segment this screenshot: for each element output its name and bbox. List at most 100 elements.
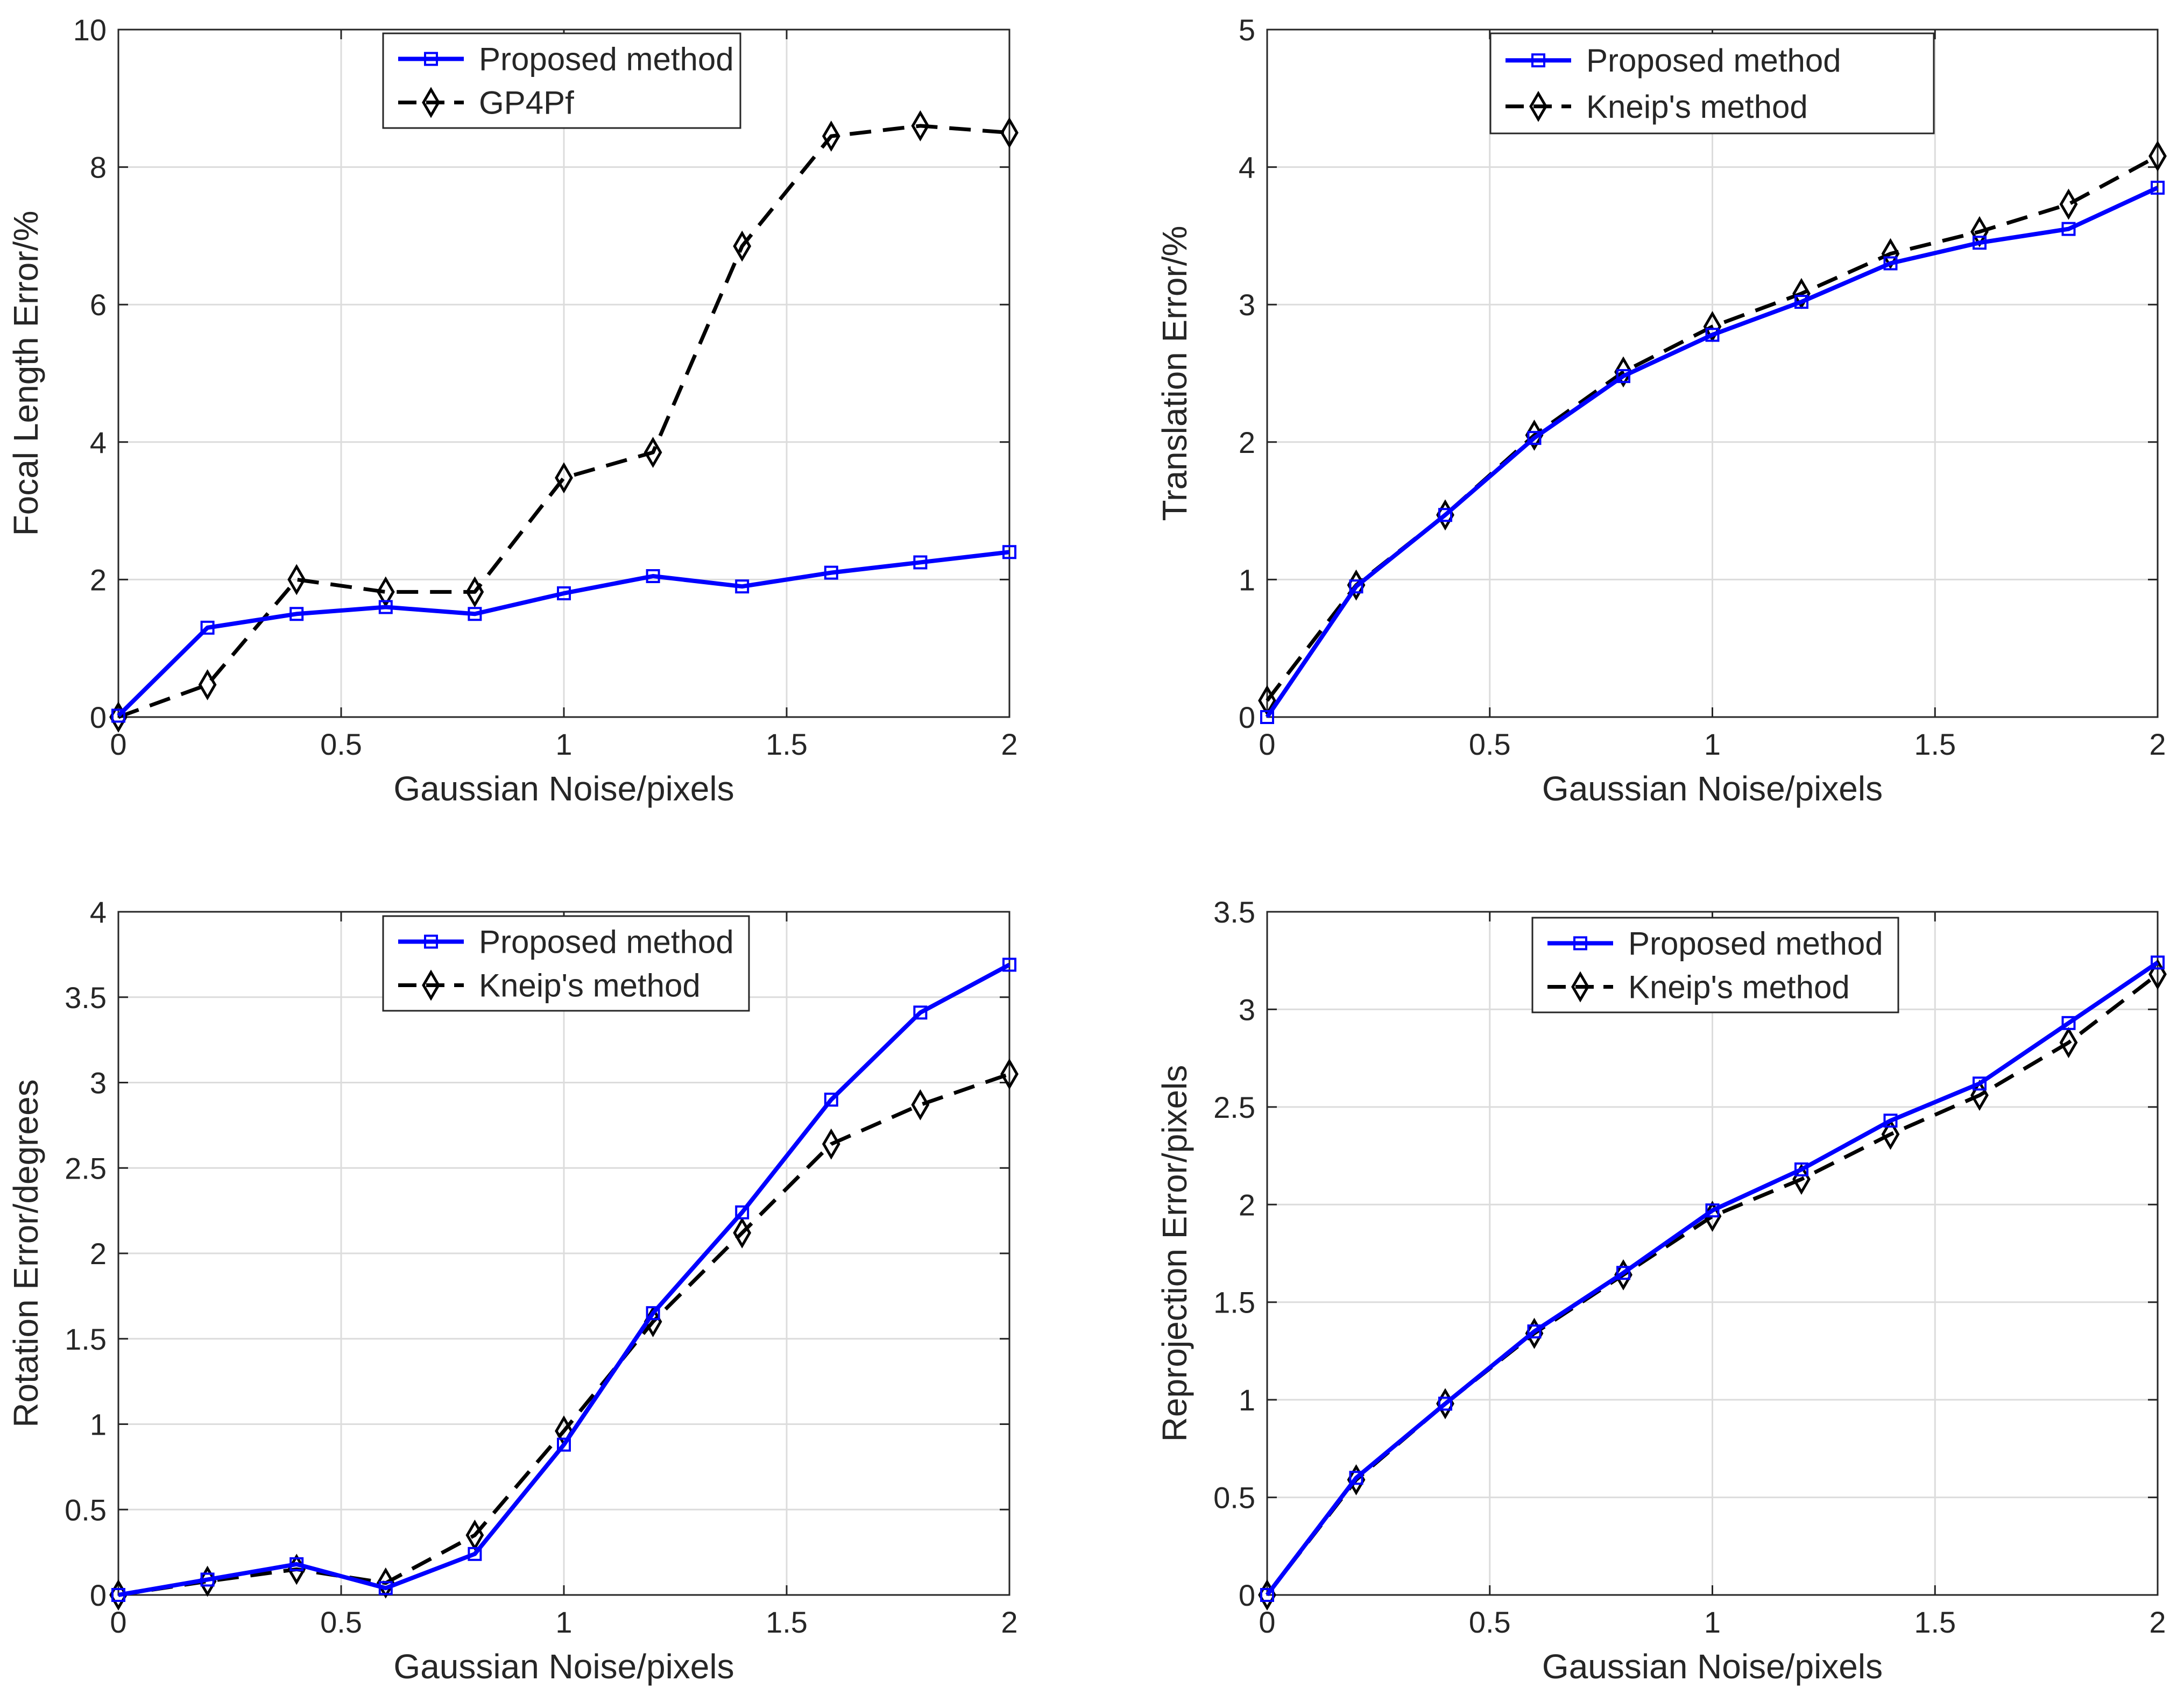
- chart-panel-4: 0 0.5 1 1.5 2 0 0.5 1 1.5 2 2.5 3 3.5 Gaussian Noise/…: [1155, 895, 2167, 1686]
- y-tick-label: 4: [1239, 151, 1255, 185]
- series-line: [1266, 973, 2159, 1597]
- y-axis-label: Focal Length Error/%: [6, 211, 45, 536]
- data-point-marker: [200, 620, 215, 635]
- data-point-marker: [1000, 117, 1019, 148]
- data-point-marker: [1527, 1324, 1542, 1339]
- chart-panel-2: 0 0.5 1 1.5 2 0 1 2 3 4 5 Gaussian Noise/pixels Tran…: [1155, 13, 2167, 808]
- data-point-marker: [376, 1567, 395, 1599]
- y-tick-label: 1.5: [1213, 1286, 1255, 1320]
- data-point-marker: [557, 1437, 571, 1452]
- data-point-marker: [733, 230, 752, 262]
- data-point-marker: [2151, 180, 2165, 195]
- y-tick-label: 2: [1239, 1188, 1255, 1222]
- legend-square-icon: [1531, 53, 1545, 68]
- legend-entry-label: Kneip's method: [479, 967, 701, 1003]
- y-tick-label: 2: [90, 1237, 107, 1271]
- x-tick-label: 1: [555, 1605, 572, 1639]
- series-proposed-method: [111, 545, 1016, 723]
- x-axis-label: Gaussian Noise/pixels: [393, 769, 734, 808]
- y-tick-label: 2.5: [1213, 1090, 1255, 1124]
- data-point-marker: [2061, 222, 2076, 236]
- data-point-marker: [1616, 1266, 1630, 1280]
- data-point-marker: [1616, 369, 1630, 384]
- x-tick-label: 2: [2149, 1605, 2166, 1639]
- legend: Proposed method Kneip's method: [1531, 917, 1899, 1013]
- data-point-marker: [1973, 1076, 1987, 1091]
- data-point-marker: [735, 1205, 750, 1219]
- y-tick-label: 1: [1239, 563, 1255, 597]
- x-tick-label: 0: [110, 1605, 126, 1639]
- data-point-marker: [1881, 1118, 1900, 1150]
- data-point-marker: [1794, 295, 1808, 309]
- data-point-marker: [1438, 508, 1452, 522]
- y-tick-label: 3: [1239, 288, 1255, 322]
- series-line: [1265, 186, 2159, 719]
- x-tick-label: 0: [1259, 1605, 1275, 1639]
- data-point-marker: [913, 555, 928, 570]
- legend-entry-label: Kneip's method: [1586, 89, 1808, 125]
- x-tick-label: 0: [1259, 727, 1275, 761]
- data-point-marker: [557, 586, 571, 600]
- legend-diamond-icon: [422, 87, 440, 118]
- data-point-marker: [911, 1089, 930, 1121]
- y-tick-label: 2: [90, 563, 107, 597]
- data-point-marker: [1438, 1396, 1452, 1411]
- y-tick-label: 8: [90, 151, 107, 185]
- legend-box: [1489, 32, 1935, 134]
- data-point-marker: [111, 1588, 125, 1602]
- data-point-marker: [2148, 140, 2167, 172]
- series-line: [118, 1072, 1010, 1597]
- data-point-marker: [824, 1093, 838, 1107]
- data-point-marker: [1349, 1471, 1363, 1485]
- data-point-marker: [378, 600, 393, 614]
- legend-diamond-icon: [1571, 971, 1589, 1003]
- x-tick-label: 0.5: [1469, 1605, 1511, 1639]
- data-point-marker: [555, 462, 573, 494]
- y-tick-label: 10: [73, 13, 107, 47]
- y-tick-label: 3: [90, 1066, 107, 1100]
- y-axis-label: Reprojection Error/pixels: [1155, 1065, 1194, 1442]
- data-point-marker: [822, 120, 840, 152]
- data-point-marker: [1000, 1058, 1019, 1090]
- series-line: [117, 550, 1010, 718]
- data-point-marker: [378, 1581, 393, 1595]
- data-point-marker: [1883, 1114, 1898, 1128]
- data-point-marker: [913, 1005, 928, 1020]
- legend-entry-label: Kneip's method: [1628, 969, 1850, 1005]
- data-point-marker: [376, 576, 395, 608]
- x-tick-label: 1.5: [766, 727, 808, 761]
- data-point-marker: [733, 1217, 752, 1249]
- data-point-marker: [735, 579, 750, 594]
- data-point-marker: [2148, 959, 2167, 990]
- data-point-marker: [824, 565, 838, 580]
- legend-box: [382, 915, 750, 1012]
- legend-square-icon: [424, 52, 438, 66]
- x-tick-label: 0.5: [1469, 727, 1511, 761]
- series-line: [1265, 961, 2159, 1597]
- y-tick-label: 0: [90, 700, 107, 734]
- y-tick-label: 3.5: [65, 981, 107, 1015]
- data-point-marker: [2061, 1016, 2076, 1030]
- y-tick-label: 6: [90, 288, 107, 322]
- series-line: [118, 962, 1010, 1597]
- legend-box: [1531, 917, 1899, 1013]
- data-point-marker: [1792, 278, 1811, 309]
- y-tick-label: 4: [90, 426, 107, 459]
- data-point-marker: [465, 576, 484, 608]
- legend-entry-label: Proposed method: [1586, 42, 1841, 79]
- data-point-marker: [198, 669, 217, 700]
- y-tick-label: 1: [90, 1408, 107, 1442]
- data-point-marker: [468, 607, 482, 621]
- legend-box: [382, 32, 741, 129]
- series-comparison-method: [109, 110, 1019, 733]
- x-tick-label: 1: [1704, 1605, 1721, 1639]
- data-point-marker: [1703, 311, 1722, 343]
- series-proposed-method: [1260, 180, 2165, 724]
- y-tick-label: 2: [1239, 426, 1255, 459]
- chart-panel-3: 0 0.5 1 1.5 2 0 0.5 1 1.5 2 2.5 3 3.5 4 Gaussian Noise…: [6, 895, 1019, 1686]
- data-point-marker: [1002, 958, 1016, 972]
- data-point-marker: [1002, 545, 1016, 559]
- data-point-marker: [2151, 955, 2165, 970]
- legend-entry-label: GP4Pf: [479, 84, 574, 120]
- data-point-marker: [289, 607, 304, 621]
